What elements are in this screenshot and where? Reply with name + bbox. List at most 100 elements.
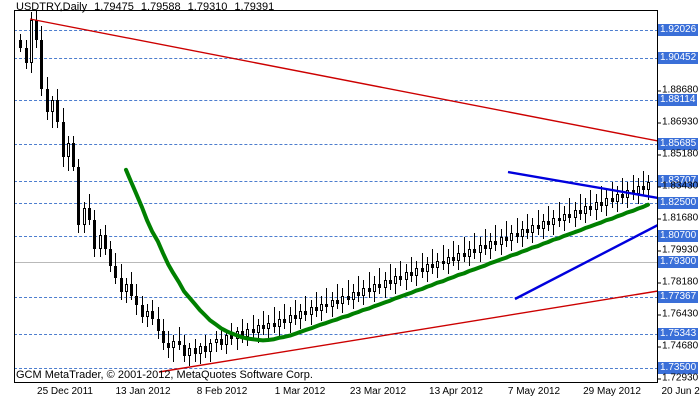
- price-label: 1.72930: [657, 372, 699, 384]
- candle-bearish: [537, 225, 540, 230]
- candle-bullish: [457, 252, 460, 261]
- candle-bearish: [93, 219, 96, 249]
- candle-bullish: [341, 295, 344, 304]
- wedge-lower[interactable]: [514, 223, 658, 301]
- price-label: 1.88680: [657, 84, 699, 96]
- candle-bearish: [178, 340, 181, 345]
- candle-bearish: [77, 166, 80, 226]
- candle-bearish: [378, 283, 381, 288]
- candle-bearish: [141, 305, 144, 318]
- candle-bearish: [19, 39, 22, 48]
- candle-bullish: [500, 237, 503, 245]
- candle-bearish: [130, 283, 133, 296]
- date-axis[interactable]: 25 Dec 2011 13 Jan 2012 8 Feb 2012 1 Mar 20…: [0, 386, 700, 402]
- gridline: [14, 181, 658, 182]
- price-label: 1.83430: [657, 180, 699, 192]
- price-label: 1.79930: [657, 244, 699, 256]
- candle-bearish: [25, 47, 28, 64]
- candle-bullish: [352, 291, 355, 300]
- chart-plot-area[interactable]: [14, 10, 658, 383]
- candle-wick: [179, 326, 180, 351]
- candle-bearish: [421, 268, 424, 273]
- date-label: 20 Jun 2012: [661, 386, 700, 397]
- candle-bullish: [595, 201, 598, 210]
- candle-wick: [253, 315, 254, 339]
- candle-bearish: [56, 100, 59, 122]
- ascending-support[interactable]: [158, 290, 658, 373]
- price-label-highlighted: 1.77367: [658, 291, 699, 303]
- candle-bearish: [399, 276, 402, 281]
- candle-wick: [237, 326, 238, 351]
- candle-bullish: [310, 307, 313, 316]
- candle-wick: [633, 174, 634, 200]
- candle-bullish: [405, 272, 408, 281]
- candle-bullish: [225, 334, 228, 345]
- candle-bearish: [294, 315, 297, 320]
- candle-bearish: [220, 338, 223, 345]
- candle-bearish: [167, 342, 170, 349]
- price-label-highlighted: 1.82500: [658, 197, 699, 209]
- candle-wick: [326, 287, 327, 314]
- gridline: [14, 58, 658, 59]
- candle-bearish: [157, 319, 160, 331]
- gridline: [14, 144, 658, 145]
- candle-bullish: [299, 311, 302, 320]
- candle-wick: [485, 229, 486, 255]
- price-label: 1.81680: [657, 212, 699, 224]
- candle-bearish: [473, 248, 476, 253]
- candle-wick: [305, 295, 306, 322]
- candle-bearish: [389, 280, 392, 284]
- candle-bearish: [611, 198, 614, 202]
- chart-border: [14, 10, 658, 383]
- price-label-highlighted: 1.85685: [658, 138, 699, 150]
- gridline: [14, 297, 658, 298]
- candle-wick: [527, 213, 528, 240]
- date-label: 13 Jan 2012: [115, 386, 171, 397]
- gridline: [14, 100, 658, 101]
- candle-bullish: [209, 342, 212, 353]
- candle-wick: [443, 244, 444, 271]
- candle-bearish: [40, 39, 43, 89]
- candle-wick: [295, 299, 296, 325]
- candle-bearish: [589, 205, 592, 210]
- price-label-highlighted: 1.80700: [658, 230, 699, 242]
- candle-bearish: [484, 244, 487, 249]
- candle-bearish: [315, 307, 318, 312]
- candle-wick: [517, 217, 518, 243]
- wedge-upper[interactable]: [507, 170, 658, 200]
- date-label: 29 May 2012: [583, 386, 641, 397]
- candle-wick: [601, 186, 602, 212]
- candle-wick: [358, 276, 359, 302]
- candle-wick: [453, 240, 454, 267]
- candle-bullish: [257, 324, 260, 333]
- candle-bullish: [605, 198, 608, 206]
- candle-bearish: [151, 311, 154, 320]
- candle-bullish: [626, 190, 629, 199]
- price-axis[interactable]: 1.92026 1.90452 1.88680 1.88114 1.86930 1.856…: [657, 10, 700, 384]
- price-label-highlighted: 1.73500: [658, 362, 699, 374]
- descending-resistance[interactable]: [29, 18, 658, 142]
- date-label: 23 Mar 2012: [349, 386, 407, 397]
- candle-bearish: [463, 252, 466, 257]
- candle-bullish: [479, 244, 482, 253]
- candle-bullish: [83, 207, 86, 226]
- candle-wick: [348, 280, 349, 306]
- candle-bullish: [188, 348, 191, 357]
- candle-bullish: [447, 256, 450, 265]
- moving-average-line[interactable]: [124, 167, 650, 343]
- candle-bullish: [521, 229, 524, 238]
- candle-bullish: [616, 194, 619, 202]
- copyright-label: GCM MetaTrader, © 2001-2012, MetaQuotes …: [16, 369, 313, 381]
- candle-wick: [274, 307, 275, 333]
- candle-bearish: [347, 295, 350, 300]
- price-label-highlighted: 1.92026: [658, 24, 699, 36]
- candle-bullish: [510, 233, 513, 241]
- candle-wick: [432, 248, 433, 275]
- gridline: [14, 236, 658, 237]
- date-label: 1 Mar 2012: [274, 386, 326, 397]
- candle-wick: [263, 311, 264, 335]
- candle-bearish: [410, 272, 413, 277]
- candle-bearish: [368, 287, 371, 292]
- candle-bearish: [88, 207, 91, 220]
